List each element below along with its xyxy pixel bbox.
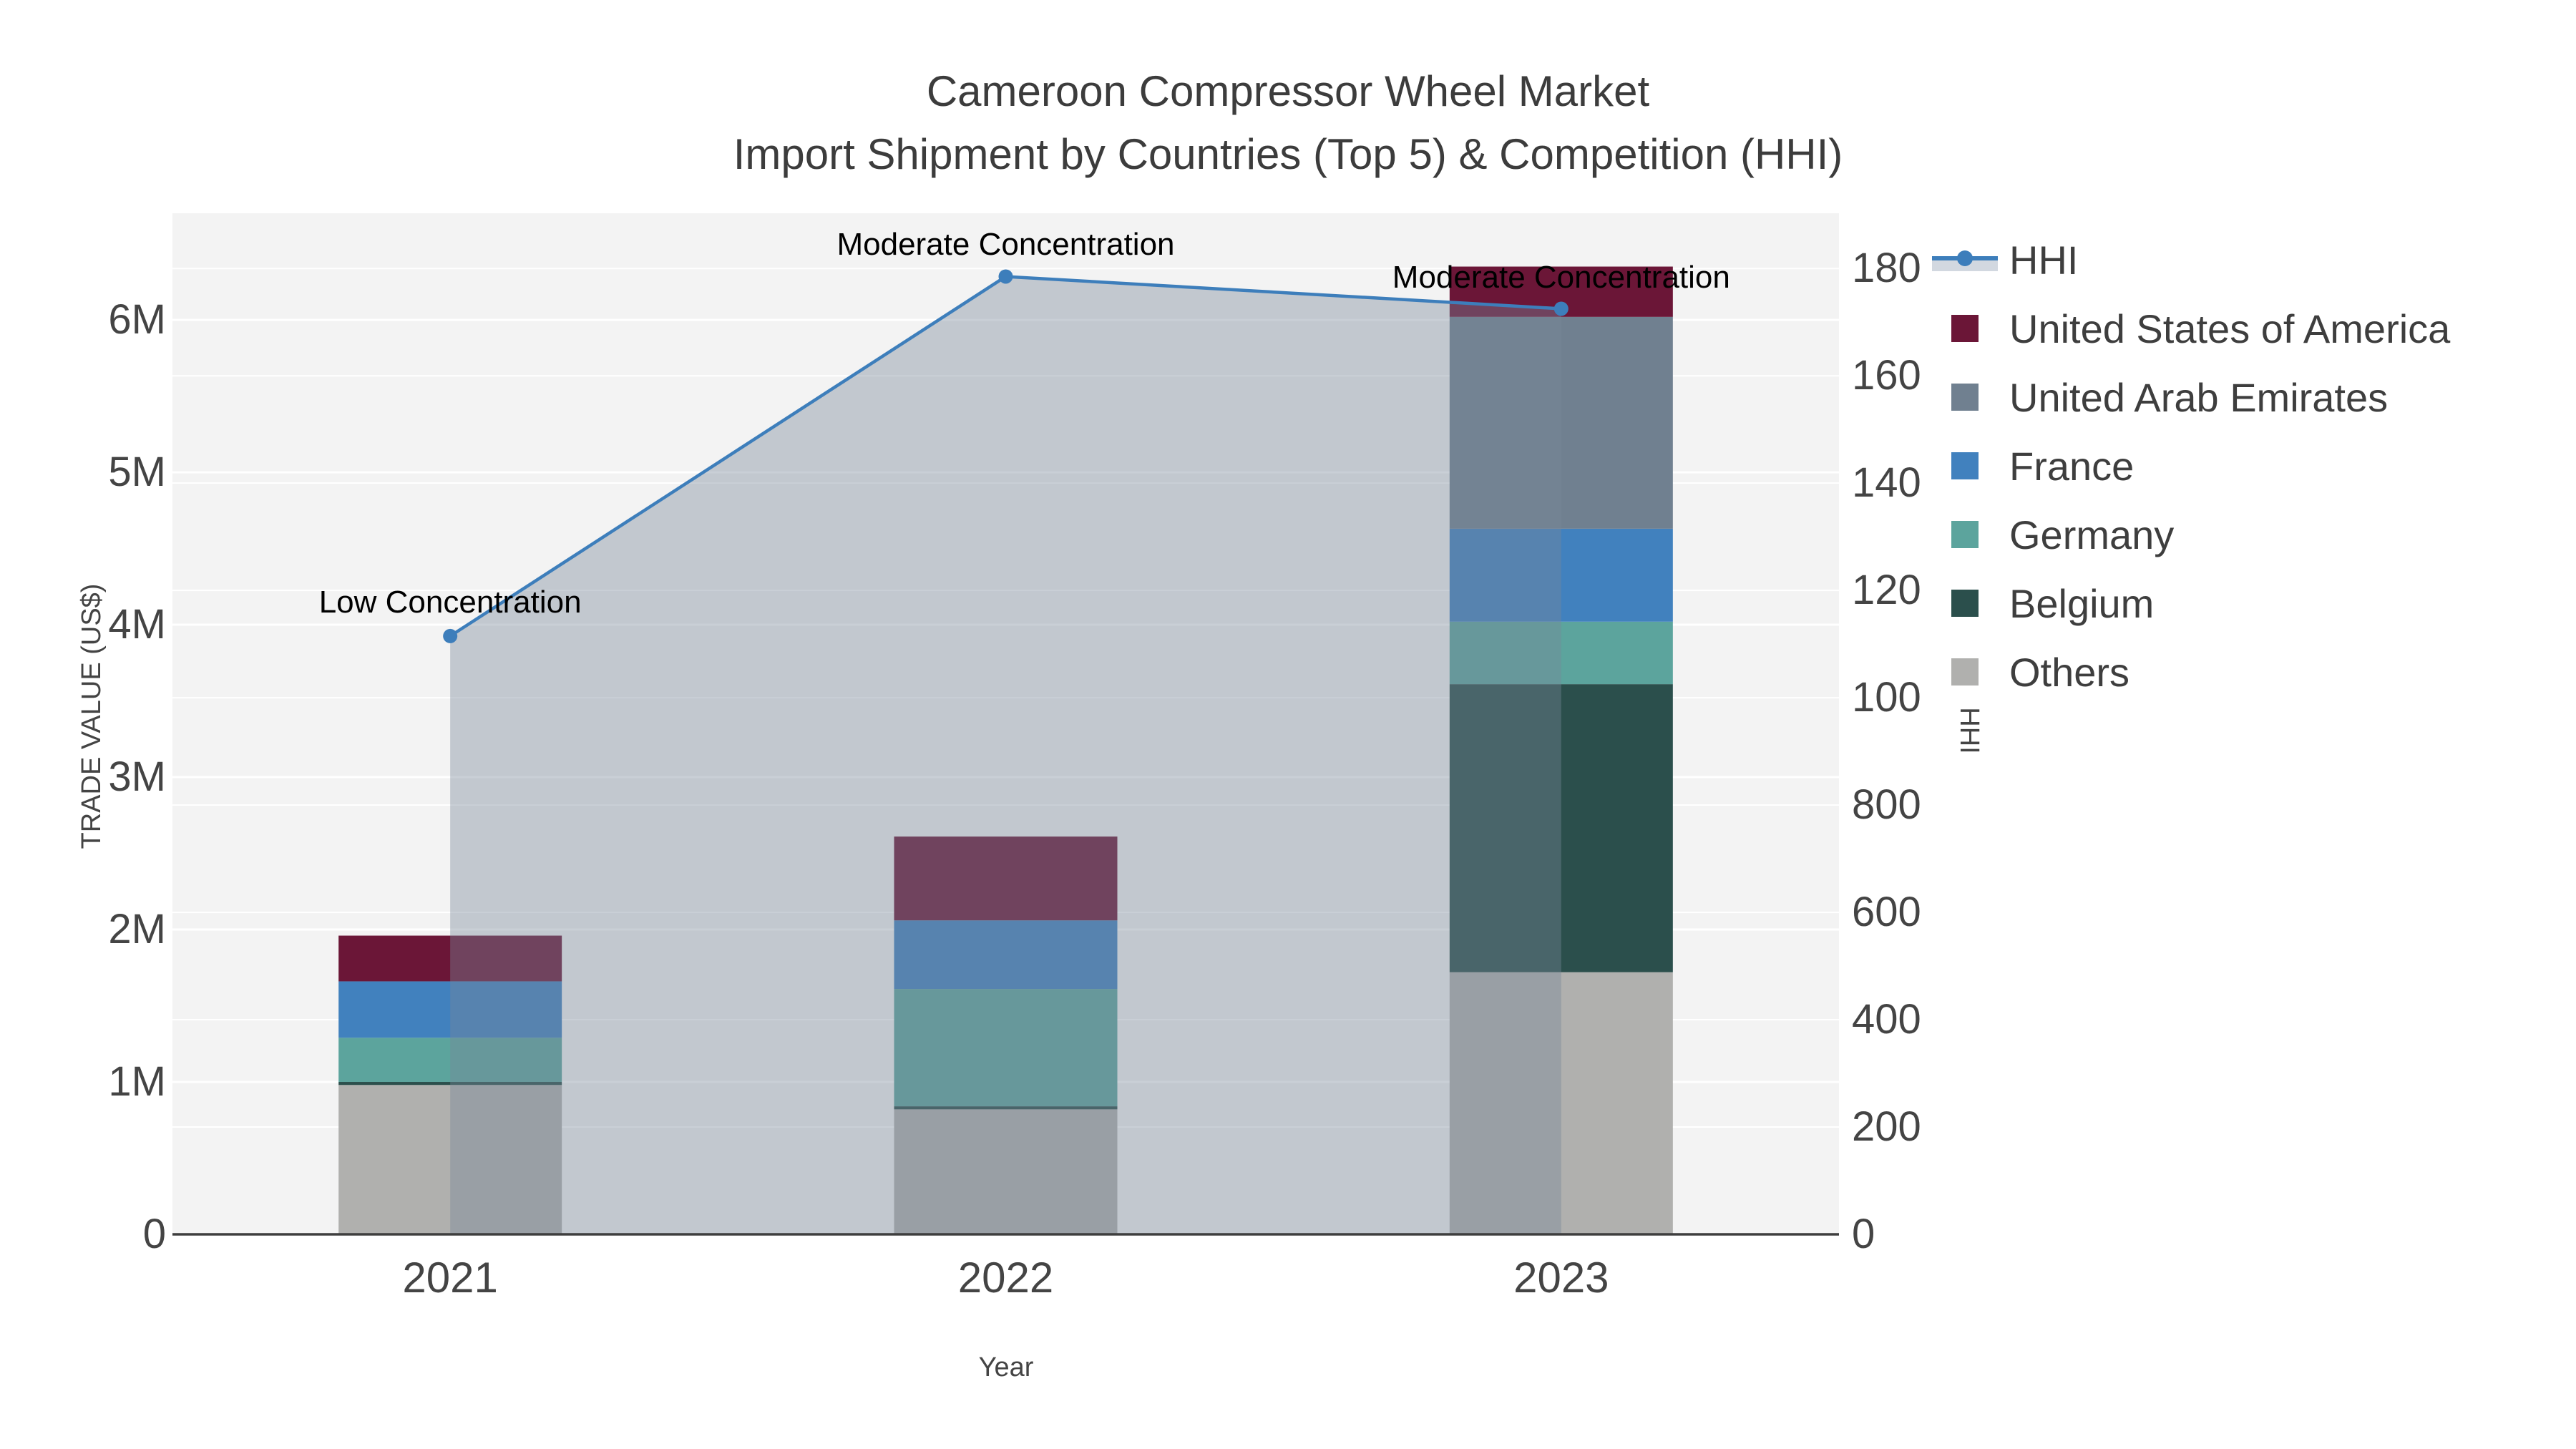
legend-label: France: [2009, 443, 2135, 489]
color-swatch-icon: [1932, 519, 1998, 550]
hhi-line-icon: [1932, 244, 1998, 275]
bar-segment-belgium-2022[interactable]: [894, 1106, 1118, 1110]
legend-item-belgium[interactable]: Belgium: [1932, 569, 2154, 638]
y-right-tick-160: 160: [1852, 352, 1921, 399]
chart-title: Cameroon Compressor Wheel Market Import …: [0, 60, 2576, 186]
legend-label: Others: [2009, 649, 2130, 695]
y-left-tick-1M: 1M: [108, 1058, 166, 1105]
bar-segment-others-2022[interactable]: [894, 1109, 1118, 1234]
color-swatch-icon: [1932, 587, 1998, 619]
hhi-area-fill: [450, 276, 1561, 1234]
legend-item-united-states-of-america[interactable]: United States of America: [1932, 294, 2450, 363]
hhi-marker-2021[interactable]: [443, 628, 458, 643]
x-tick-2021: 2021: [402, 1254, 498, 1302]
bar-segment-united-arab-emirates-2023[interactable]: [1449, 316, 1673, 529]
hhi-marker-2022[interactable]: [998, 269, 1013, 284]
y-right-tick-140: 140: [1852, 459, 1921, 507]
swatch: [1951, 590, 1979, 617]
x-tick-2022: 2022: [957, 1254, 1054, 1302]
bar-segment-united-states-of-america-2022[interactable]: [894, 836, 1118, 921]
y-right-tick-800: 800: [1852, 781, 1921, 829]
bar-segment-others-2021[interactable]: [338, 1085, 562, 1234]
bar-segment-germany-2021[interactable]: [338, 1038, 562, 1083]
x-axis-title: Year: [978, 1352, 1034, 1382]
color-swatch-icon: [1932, 656, 1998, 688]
bar-segment-germany-2023[interactable]: [1449, 621, 1673, 685]
color-swatch-icon: [1932, 381, 1998, 413]
swatch: [1951, 315, 1979, 342]
bar-segment-germany-2022[interactable]: [894, 989, 1118, 1107]
legend-label: United Arab Emirates: [2009, 374, 2389, 420]
legend-item-others[interactable]: Others: [1932, 638, 2129, 706]
y-right-tick-120: 120: [1852, 567, 1921, 614]
y-left-tick-6M: 6M: [108, 296, 166, 343]
bar-segment-others-2023[interactable]: [1449, 972, 1673, 1234]
bar-segment-france-2022[interactable]: [894, 920, 1118, 990]
swatch: [1951, 452, 1979, 479]
legend-label: United States of America: [2009, 306, 2451, 351]
color-swatch-icon: [1932, 313, 1998, 344]
legend-label: Germany: [2009, 512, 2175, 557]
legend-label: Belgium: [2009, 580, 2155, 626]
x-tick-2023: 2023: [1513, 1254, 1609, 1302]
legend-item-france[interactable]: France: [1932, 431, 2134, 500]
legend-item-united-arab-emirates[interactable]: United Arab Emirates: [1932, 363, 2388, 431]
y-right-tick-400: 400: [1852, 996, 1921, 1043]
bar-segment-belgium-2023[interactable]: [1449, 684, 1673, 972]
bar-segment-united-states-of-america-2021[interactable]: [338, 935, 562, 982]
legend-item-germany[interactable]: Germany: [1932, 500, 2174, 569]
hhi-marker-2023[interactable]: [1553, 301, 1568, 316]
bar-segment-france-2021[interactable]: [338, 981, 562, 1038]
y-left-tick-0: 0: [142, 1211, 166, 1257]
chart-title-line1: Cameroon Compressor Wheel Market: [926, 67, 1650, 115]
y-left-tick-2M: 2M: [108, 906, 166, 953]
y-right-tick-100: 100: [1852, 674, 1921, 721]
y-left-axis-title: TRADE VALUE (US$): [77, 583, 107, 849]
y-right-tick-200: 200: [1852, 1103, 1921, 1151]
y-right-tick-600: 600: [1852, 889, 1921, 936]
swatch: [1951, 521, 1979, 548]
legend-item-hhi[interactable]: HHI: [1932, 225, 2078, 294]
bar-segment-belgium-2021[interactable]: [338, 1082, 562, 1085]
swatch: [1951, 384, 1979, 411]
bar-segment-france-2023[interactable]: [1449, 528, 1673, 622]
annotation-2021: Low Concentration: [318, 585, 582, 620]
hhi-marker-swatch: [1957, 250, 1973, 266]
annotation-2022: Moderate Concentration: [836, 227, 1175, 263]
annotation-2023: Moderate Concentration: [1392, 259, 1730, 295]
chart-title-line2: Import Shipment by Countries (Top 5) & C…: [733, 130, 1843, 178]
y-right-tick-0: 0: [1852, 1211, 1875, 1257]
y-left-tick-4M: 4M: [108, 601, 166, 648]
y-left-tick-5M: 5M: [108, 449, 166, 496]
y-right-tick-180: 180: [1852, 245, 1921, 292]
color-swatch-icon: [1932, 450, 1998, 482]
legend-label: HHI: [2009, 237, 2079, 283]
swatch: [1951, 658, 1979, 686]
y-left-tick-3M: 3M: [108, 753, 166, 801]
